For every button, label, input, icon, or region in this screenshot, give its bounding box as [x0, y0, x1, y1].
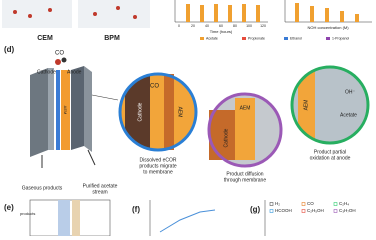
anode-label: Anode	[67, 69, 82, 75]
x-label: Time (hours)	[210, 29, 233, 34]
panel-label: (e)	[4, 203, 14, 212]
purified-label: stream	[92, 189, 107, 195]
legend-swatch	[242, 37, 246, 40]
legend-label: Propionate	[248, 36, 265, 40]
chart2	[284, 0, 372, 23]
aem-label: AEM	[177, 107, 183, 118]
legend-label: Acetate	[206, 36, 218, 40]
purified-label: Purified acetate	[83, 183, 118, 189]
zoom-circle-2	[207, 92, 283, 168]
x-tick-label: 0	[178, 24, 180, 28]
panel-e-drawing	[29, 199, 111, 236]
products-label: products	[20, 211, 35, 216]
x-tick-label: 80	[233, 24, 237, 28]
zoom-circle-1	[118, 72, 198, 152]
legend-swatch	[301, 202, 306, 206]
panel-label: (g)	[250, 205, 261, 214]
legend-swatch	[200, 37, 204, 40]
legend-swatch	[333, 202, 338, 206]
legend-swatch	[269, 202, 274, 206]
panel-f-chart	[149, 200, 216, 236]
caption: through membrane	[224, 177, 266, 183]
aem-label: AEM	[303, 100, 309, 111]
legend-label: 1-Propanol	[332, 36, 349, 40]
legend-swatch	[301, 209, 306, 213]
x-tick-label: 20	[191, 24, 195, 28]
molecules	[13, 6, 137, 19]
caption: Dissolved eCOR	[140, 157, 177, 163]
aem-label: AEM	[240, 105, 251, 111]
caption: products migrate	[139, 163, 176, 169]
x-tick-label: 60	[219, 24, 223, 28]
caption: Product partial	[314, 149, 346, 155]
legend-swatch	[269, 209, 274, 213]
label: BPM	[104, 35, 120, 42]
legend-swatch	[333, 209, 338, 213]
legend-swatch	[326, 37, 330, 40]
legend-label: Ethanol	[290, 36, 302, 40]
aem-label: AEM	[63, 106, 68, 115]
x-tick-label: 100	[246, 24, 252, 28]
legend-label: CO	[307, 201, 314, 206]
x-label: NOH concentration (M)	[307, 25, 349, 30]
zoom-circle-3	[290, 65, 370, 145]
legend-label: C₃H₇OH	[339, 208, 356, 213]
legend-label: C₂H₅OH	[307, 208, 324, 213]
caption: to membrane	[143, 169, 173, 175]
acetate-label: Acetate	[340, 112, 357, 118]
legend-label: H₂	[275, 201, 280, 206]
cathode-label: Cathode	[37, 69, 56, 75]
oh-label: OH⁻	[345, 89, 356, 95]
photo-cem	[2, 0, 72, 28]
panel-label: (f)	[132, 205, 140, 214]
legend-label: HCOOH	[275, 208, 292, 213]
electrolyzer	[30, 57, 119, 168]
gas-label: CO	[55, 51, 64, 57]
gaseous-label: Gaseous products	[22, 185, 63, 191]
x-tick-label: 40	[205, 24, 209, 28]
cathode-label: Cathode	[137, 102, 143, 121]
legend-swatch	[284, 37, 288, 40]
legend-label: C₂H₄	[339, 201, 349, 206]
caption: Product diffusion	[226, 171, 263, 177]
caption: oxidation at anode	[310, 155, 351, 161]
label: CEM	[37, 35, 53, 42]
panel-label: (d)	[4, 45, 15, 54]
chart1	[174, 0, 268, 23]
co-label: CO	[150, 84, 159, 90]
photo-bpm	[78, 0, 150, 28]
x-tick-label: 120	[260, 24, 266, 28]
cathode-label: Cathode	[223, 128, 229, 147]
